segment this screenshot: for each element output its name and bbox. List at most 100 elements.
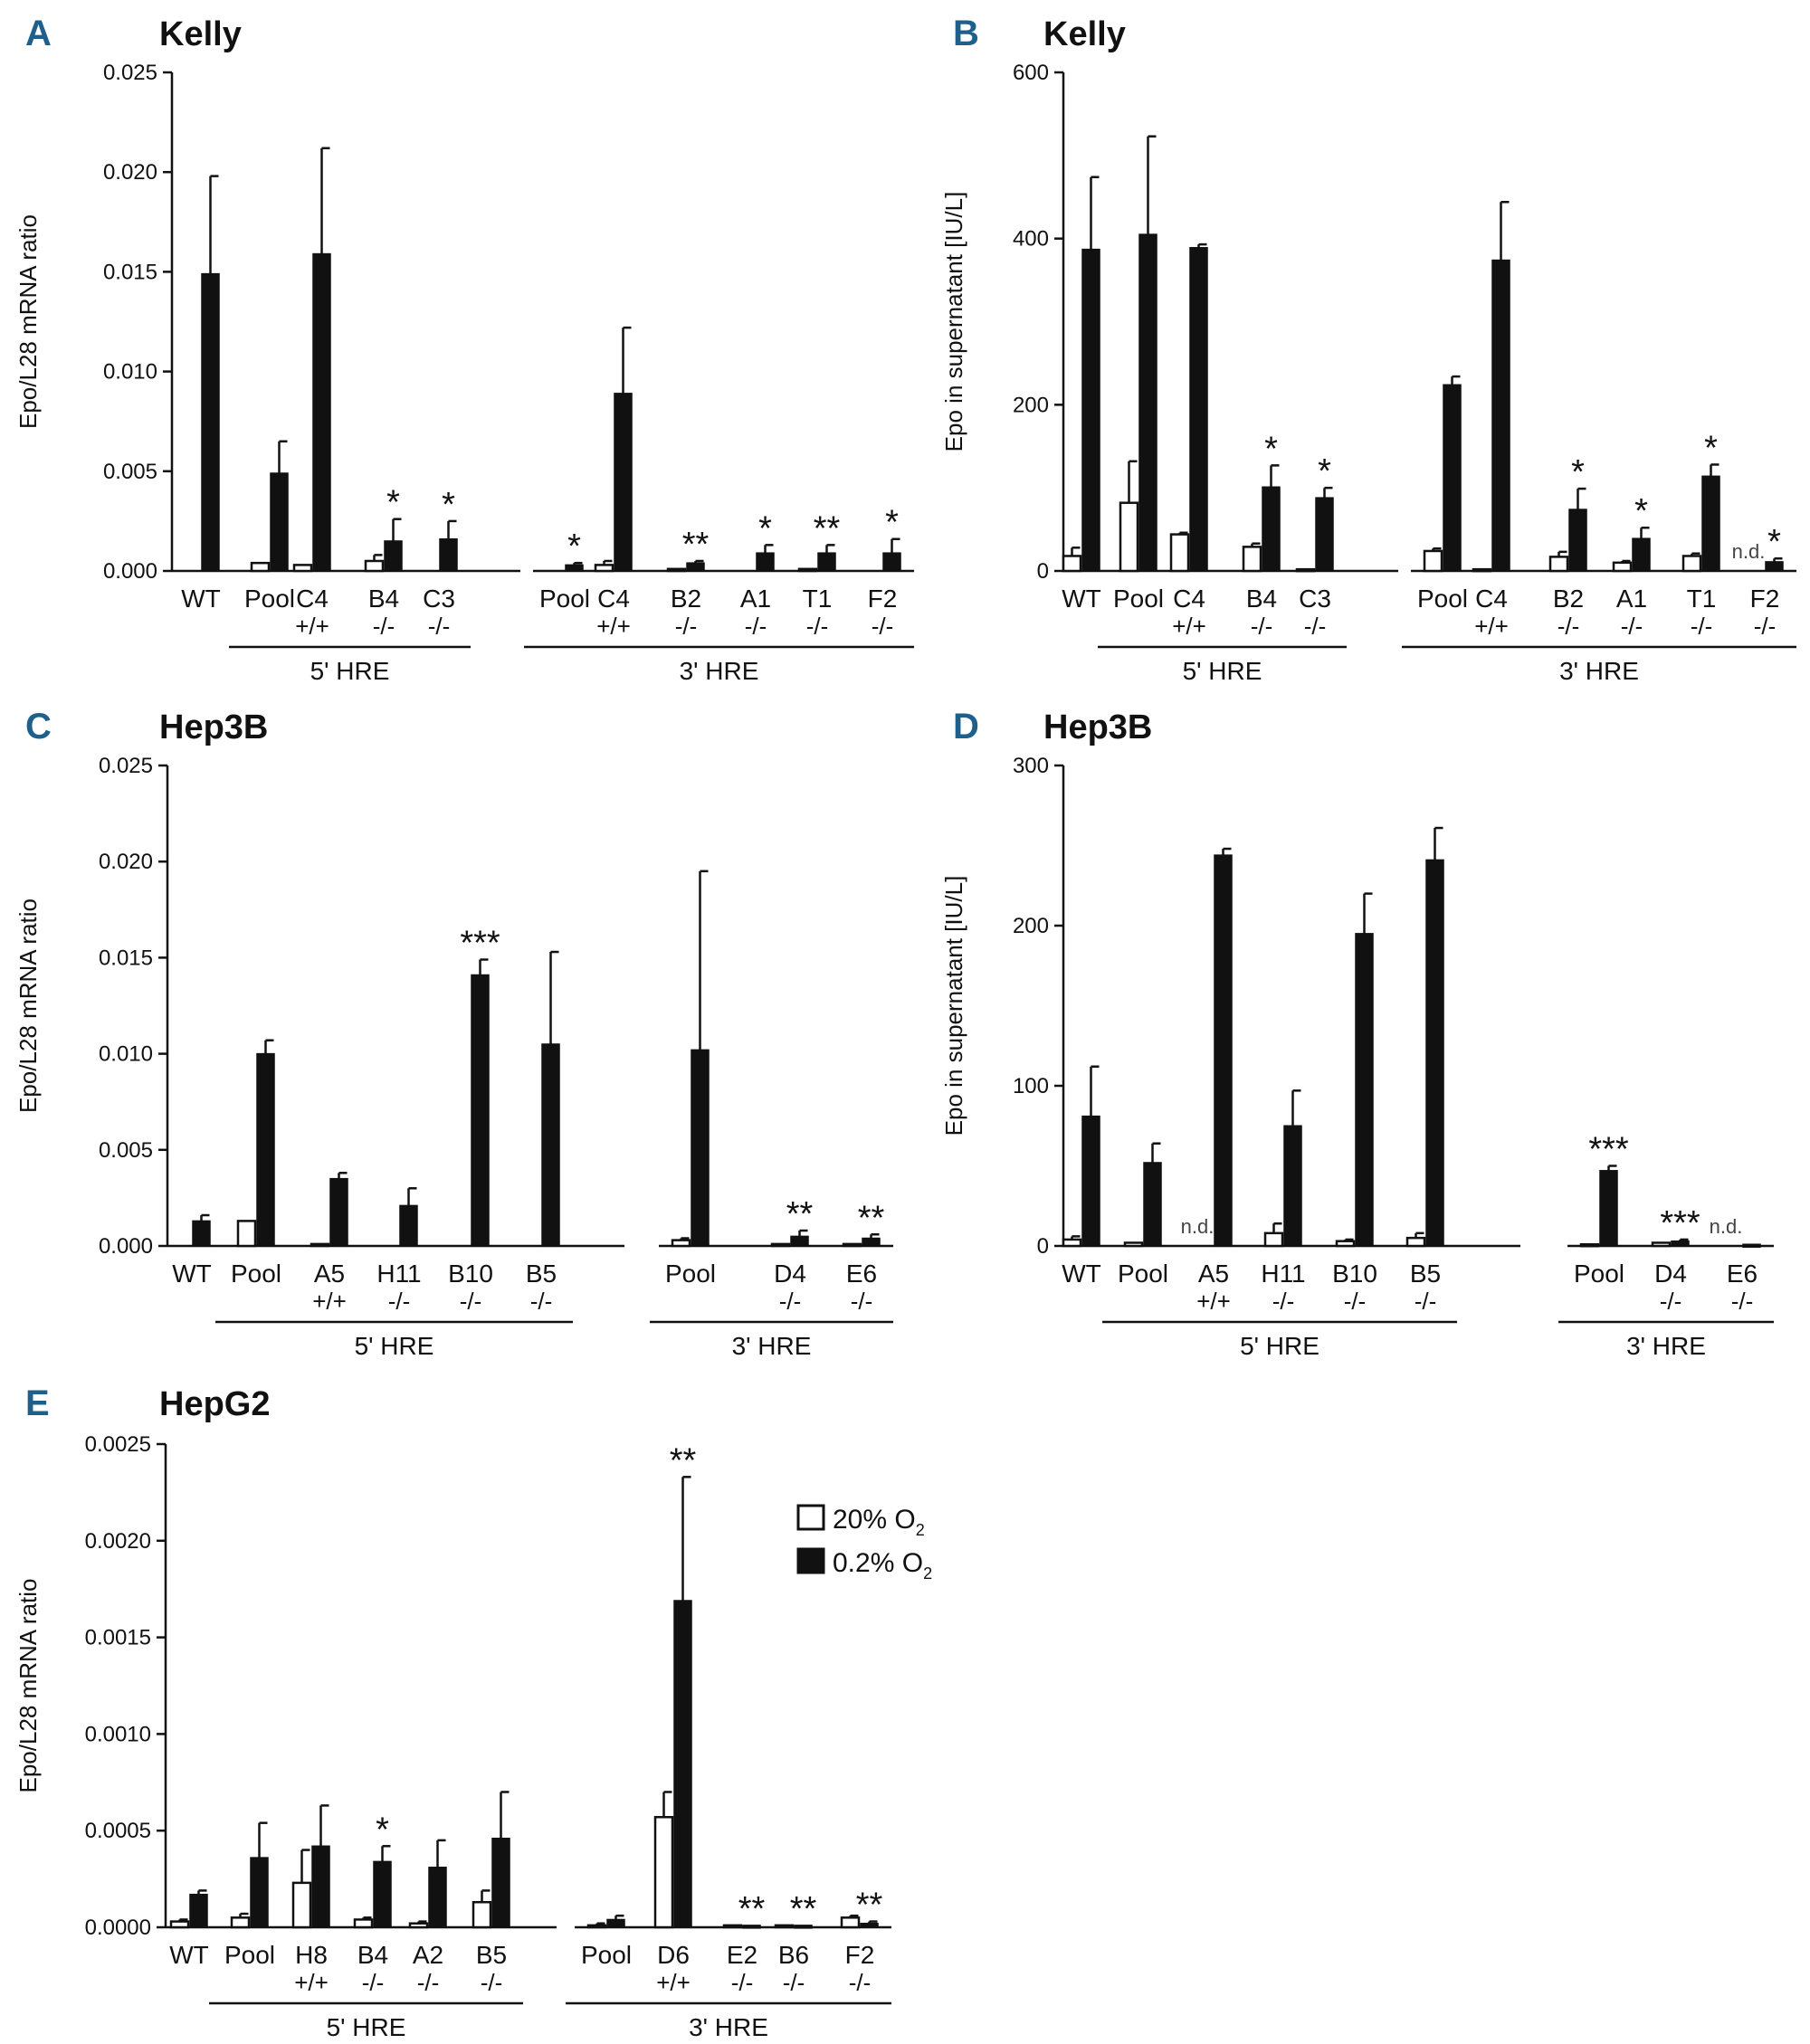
panel-b-bar-white <box>1423 549 1443 573</box>
panel-b-bar-black <box>1491 259 1510 572</box>
legend-sub-black: 2 <box>923 1564 932 1583</box>
panel-d-bar-black <box>1671 1240 1690 1247</box>
panel-a-bar-white <box>666 567 687 573</box>
panel-e-bar-white <box>169 1920 190 1929</box>
panel-a-xtick-label: C4 <box>597 585 630 613</box>
panel-e-significance-marker: ** <box>856 1887 883 1925</box>
panel-d-xtick-label: H11 <box>1261 1260 1305 1288</box>
panel-d-significance-marker: *** <box>1660 1204 1700 1242</box>
panel-e-title: HepG2 <box>159 1385 270 1423</box>
panel-c-bar-white <box>310 1242 330 1248</box>
panel-e-bar-black <box>860 1922 879 1928</box>
panel-b-bar-white <box>1548 556 1569 573</box>
panel-d-bar-black <box>1425 859 1444 1247</box>
panel-b-y-axis-label: Epo in supernatant [IU/L] <box>940 192 967 452</box>
panel-a-ytick-label: 0.025 <box>103 61 157 85</box>
panel-e-ytick-label: 0.0010 <box>85 1722 151 1746</box>
panel-e-bar-black <box>311 1845 330 1928</box>
panel-e-ytick-label: 0.0005 <box>85 1819 151 1843</box>
panel-b-significance-marker: * <box>1318 452 1331 490</box>
panel-a-significance-marker: * <box>386 484 400 522</box>
panel-c-ytick-label: 0.020 <box>99 850 153 874</box>
panel-d-genotype-label: -/- <box>1272 1288 1295 1315</box>
panel-e-genotype-label: +/+ <box>656 1969 691 1996</box>
panel-c-xtick-label: D4 <box>774 1260 806 1288</box>
panel-a-bar-white <box>250 561 271 573</box>
panel-e-bar-white <box>472 1900 492 1929</box>
panel-a-xtick-label: T1 <box>803 585 833 613</box>
panel-d-genotype-label: +/+ <box>1196 1288 1231 1315</box>
panel-c-bar-white <box>770 1242 791 1248</box>
panel-e-significance-marker: ** <box>670 1441 697 1479</box>
panel-a-bar-black <box>882 552 901 572</box>
panel-b-bar-white <box>1472 567 1492 573</box>
panel-d-not-detected-label: n.d. <box>1181 1215 1215 1238</box>
panel-a-bar-black <box>756 552 775 572</box>
panel-a-xtick-label: C4 <box>296 585 329 613</box>
panel-d-bar-black <box>1214 854 1233 1247</box>
panel-a-ytick-label: 0.015 <box>103 260 157 284</box>
panel-e-bar-white <box>230 1916 251 1929</box>
panel-c-ytick-label: 0.010 <box>99 1042 153 1067</box>
panel-b-xtick-label: B2 <box>1553 585 1584 613</box>
panel-b-xtick-label: C4 <box>1173 585 1205 613</box>
panel-d-xtick-label: B5 <box>1410 1260 1441 1288</box>
panel-c-bar-black <box>399 1204 418 1247</box>
panel-b-xtick-label: C4 <box>1475 585 1508 613</box>
panel-c-xtick-label: B5 <box>526 1260 557 1288</box>
legend-swatch-black <box>796 1547 825 1574</box>
panel-d-bar-black <box>1599 1170 1618 1247</box>
panel-e-bar-white <box>586 1924 607 1929</box>
panel-d-not-detected-label: n.d. <box>1710 1215 1743 1238</box>
panel-e-bar-white <box>722 1924 743 1929</box>
panel-a-xtick-label: B2 <box>671 585 701 613</box>
panel-c-bar-white <box>842 1242 862 1248</box>
panel-a-ytick-label: 0.005 <box>103 460 157 484</box>
panel-d-genotype-label: -/- <box>1731 1288 1754 1315</box>
panel-d-xtick-label: Pool <box>1118 1260 1168 1288</box>
panel-e-genotype-label: -/- <box>481 1969 503 1996</box>
panel-e-bar-black <box>373 1860 392 1928</box>
panel-e-significance-marker: * <box>376 1811 389 1849</box>
panel-c-xtick-label: Pool <box>231 1260 281 1288</box>
panel-e-genotype-label: +/+ <box>294 1969 329 1996</box>
panel-a-significance-marker: * <box>758 509 772 547</box>
panel-b-genotype-label: +/+ <box>1474 613 1509 640</box>
panel-b-bar-black <box>1701 475 1720 572</box>
panel-b-ytick-label: 0 <box>1037 559 1049 584</box>
panel-e-xtick-label: E2 <box>727 1941 757 1969</box>
panel-e-significance-marker: ** <box>790 1890 817 1928</box>
panel-b-bar-black <box>1443 384 1462 572</box>
panel-e-bar-black <box>742 1925 761 1929</box>
panel-e-bar-white <box>840 1916 861 1929</box>
panel-a-bar-white <box>364 559 385 573</box>
panel-e-ytick-label: 0.0025 <box>85 1432 151 1457</box>
panel-e-xtick-label: B6 <box>778 1941 809 1969</box>
panel-d-genotype-label: -/- <box>1660 1288 1682 1315</box>
panel-d-bar-white <box>1651 1241 1672 1248</box>
panel-e-genotype-label: -/- <box>417 1969 440 1996</box>
legend-label-white: 20% O <box>833 1505 916 1535</box>
panel-d-ytick-label: 100 <box>1013 1074 1049 1098</box>
panel-d-bar-white <box>1405 1236 1426 1248</box>
panel-d-genotype-label: -/- <box>1344 1288 1367 1315</box>
panel-e-xtick-label: D6 <box>657 1941 690 1969</box>
panel-b-ytick-label: 400 <box>1013 227 1049 252</box>
panel-a-group-label: 5' HRE <box>310 657 390 685</box>
panel-b-bar-white <box>1242 546 1262 573</box>
panel-a-bar-black <box>817 552 836 572</box>
panel-b-bar-black <box>1315 497 1334 572</box>
panel-b-genotype-label: -/- <box>1558 613 1580 640</box>
legend: 20% O2 0.2% O2 <box>796 1504 932 1583</box>
panel-d-ytick-label: 0 <box>1037 1234 1049 1259</box>
panel-e-xtick-label: Pool <box>581 1941 632 1969</box>
svg-text:20% O2: 20% O2 <box>833 1505 925 1539</box>
panel-c-bar-black <box>471 974 490 1247</box>
panel-e-bar-white <box>353 1918 374 1929</box>
panel-a-bar-black <box>614 393 633 572</box>
panel-b-bar-white <box>1169 533 1190 573</box>
panel-b-group-label: 5' HRE <box>1183 657 1262 685</box>
panel-e-y-axis-label: Epo/L28 mRNA ratio <box>14 1578 42 1792</box>
panel-a-xtick-label: Pool <box>244 585 295 613</box>
